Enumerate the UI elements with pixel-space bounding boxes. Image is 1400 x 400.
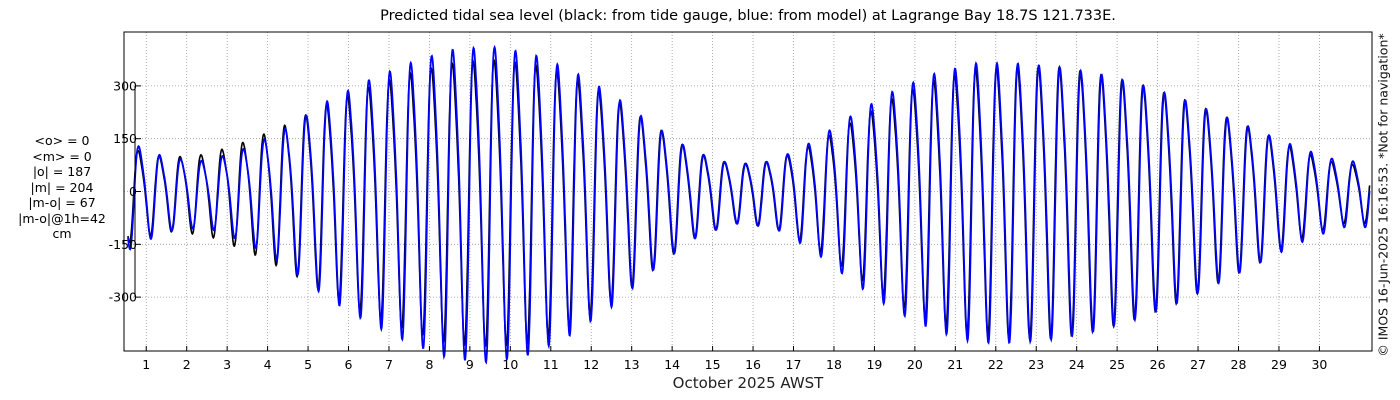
x-tick-label: 15: [705, 357, 721, 372]
stat-mean-observed: <o> = 0: [34, 133, 90, 148]
x-tick-label: 20: [907, 357, 923, 372]
x-tick-label: 8: [425, 357, 433, 372]
x-tick-label: 2: [183, 357, 191, 372]
y-tick-label: -300: [109, 290, 137, 305]
x-tick-label: 6: [345, 357, 353, 372]
x-tick-label: 14: [664, 357, 680, 372]
grid-lines: [124, 32, 1372, 351]
stat-mean-model: <m> = 0: [32, 148, 92, 164]
stat-abs-observed: |o| = 187: [32, 164, 92, 179]
x-tick-label: 30: [1311, 357, 1327, 372]
x-tick-label: 19: [866, 357, 882, 372]
x-tick-label: 22: [988, 357, 1004, 372]
series-line-model: [127, 44, 1371, 365]
stat-abs-diff-1h: |m-o|@1h=42: [18, 210, 106, 226]
y-tick-label: 0: [129, 184, 137, 199]
series-layer: [127, 44, 1371, 365]
stat-abs-diff: |m-o| = 67: [28, 195, 96, 210]
chart-title: Predicted tidal sea level (black: from t…: [380, 8, 1116, 24]
x-tick-label: 23: [1028, 357, 1044, 372]
x-tick-label: 9: [466, 357, 474, 372]
plot-frame: [123, 31, 1373, 352]
stat-unit: cm: [52, 226, 72, 241]
x-tick-label: 5: [304, 357, 312, 372]
x-tick-label: 25: [1109, 357, 1125, 372]
x-axis-label: October 2025 AWST: [672, 374, 824, 392]
x-tick-label: 13: [624, 357, 640, 372]
y-axis: 300 150 0 -150 -300: [109, 78, 141, 305]
x-tick-label: 27: [1190, 357, 1206, 372]
x-tick-label: 24: [1069, 357, 1085, 372]
statistics-panel: <o> = 0 <m> = 0 |o| = 187 |m| = 204 |m-o…: [0, 133, 124, 242]
x-tick-label: 26: [1150, 357, 1166, 372]
x-tick-label: 3: [223, 357, 231, 372]
y-tick-label: 150: [113, 131, 137, 146]
x-tick-label: 7: [385, 357, 393, 372]
x-tick-label: 12: [583, 357, 599, 372]
x-tick-label: 4: [264, 357, 272, 372]
x-tick-label: 18: [826, 357, 842, 372]
x-tick-label: 10: [502, 357, 518, 372]
x-tick-label: 16: [745, 357, 761, 372]
y-tick-label: -150: [109, 237, 137, 252]
x-tick-label: 17: [786, 357, 802, 372]
y-tick-label: 300: [113, 78, 137, 93]
x-tick-label: 21: [947, 357, 963, 372]
copyright-notice: © IMOS 16-Jun-2025 16:16:53. *Not for na…: [1375, 33, 1391, 357]
x-axis: 1 2 3 4 5 6 7 8 9 10 11 12 13 14 15 16 17 18 19 20 21 22 23 24 2…: [142, 346, 1327, 372]
x-tick-label: 28: [1231, 357, 1247, 372]
x-tick-label: 11: [543, 357, 559, 372]
x-tick-label: 29: [1271, 357, 1287, 372]
stat-abs-model: |m| = 204: [30, 179, 94, 195]
x-tick-label: 1: [142, 357, 150, 372]
